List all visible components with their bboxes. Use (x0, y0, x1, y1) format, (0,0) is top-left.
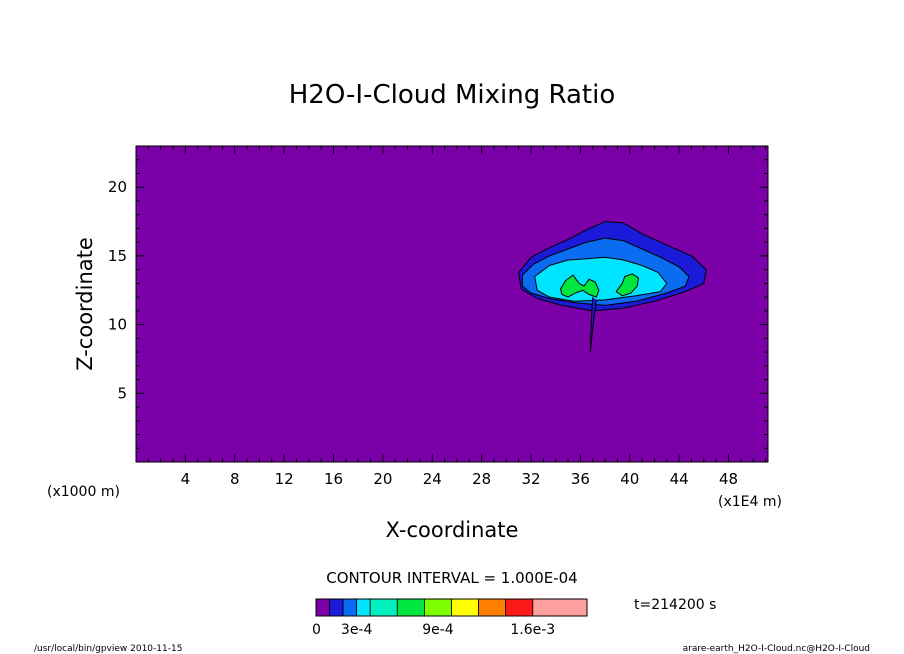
x-tick-label-24: 24 (423, 470, 442, 488)
x-tick-label-20: 20 (373, 470, 392, 488)
x-unit-right: (x1E4 m) (718, 494, 782, 510)
x-axis-label: X-coordinate (386, 518, 519, 542)
x-tick-label-4: 4 (181, 470, 191, 488)
chart-title: H2O-I-Cloud Mixing Ratio (289, 80, 616, 110)
colorbar-label-1: 3e-4 (341, 622, 373, 638)
footer-right: arare-earth_H2O-I-Cloud.nc@H2O-I-Cloud (683, 644, 870, 654)
colorbar (315, 598, 588, 617)
colorbar-segment-8 (478, 598, 507, 617)
y-axis-label: Z-coordinate (73, 237, 97, 371)
x-tick-label-28: 28 (472, 470, 491, 488)
colorbar-segment-1 (329, 598, 344, 617)
colorbar-segment-6 (423, 598, 452, 617)
colorbar-frame (315, 598, 588, 617)
colorbar-segment-5 (396, 598, 425, 617)
y-tick-label-20: 20 (108, 178, 127, 196)
plot-area (136, 146, 768, 462)
x-tick-label-40: 40 (620, 470, 639, 488)
x-tick-label-48: 48 (719, 470, 738, 488)
y-tick-label-5: 5 (117, 384, 127, 402)
colorbar-segment-7 (451, 598, 480, 617)
x-tick-label-44: 44 (670, 470, 689, 488)
y-tick-label-15: 15 (108, 247, 127, 265)
contour-spike (589, 297, 597, 353)
colorbar-labels: 0 3e-4 9e-4 1.6e-3 (312, 622, 555, 638)
colorbar-segment-2 (342, 598, 358, 617)
colorbar-segment-0 (315, 598, 330, 617)
colorbar-segment-10 (532, 598, 588, 617)
colorbar-segment-3 (356, 598, 371, 617)
colorbar-label-2: 9e-4 (422, 622, 454, 638)
colorbar-label-3: 1.6e-3 (510, 622, 555, 638)
contour-fills (518, 221, 707, 353)
contour-interval-text: CONTOUR INTERVAL = 1.000E-04 (326, 569, 577, 587)
time-text: t=214200 s (634, 597, 716, 613)
x-tick-label-8: 8 (230, 470, 240, 488)
x-unit-left: (x1000 m) (47, 484, 120, 500)
x-tick-label-16: 16 (324, 470, 343, 488)
contour-level-5-shape-4 (615, 273, 639, 297)
x-tick-label-36: 36 (571, 470, 590, 488)
y-tick-label-10: 10 (108, 316, 127, 334)
colorbar-segment-9 (505, 598, 534, 617)
colorbar-segment-4 (369, 598, 398, 617)
contour-level-5-shape-3 (560, 274, 600, 298)
footer-left: /usr/local/bin/gpview 2010-11-15 (34, 644, 182, 654)
plot-frame (135, 145, 769, 463)
x-tick-label-32: 32 (521, 470, 540, 488)
x-tick-label-12: 12 (275, 470, 294, 488)
colorbar-label-0: 0 (312, 622, 321, 638)
